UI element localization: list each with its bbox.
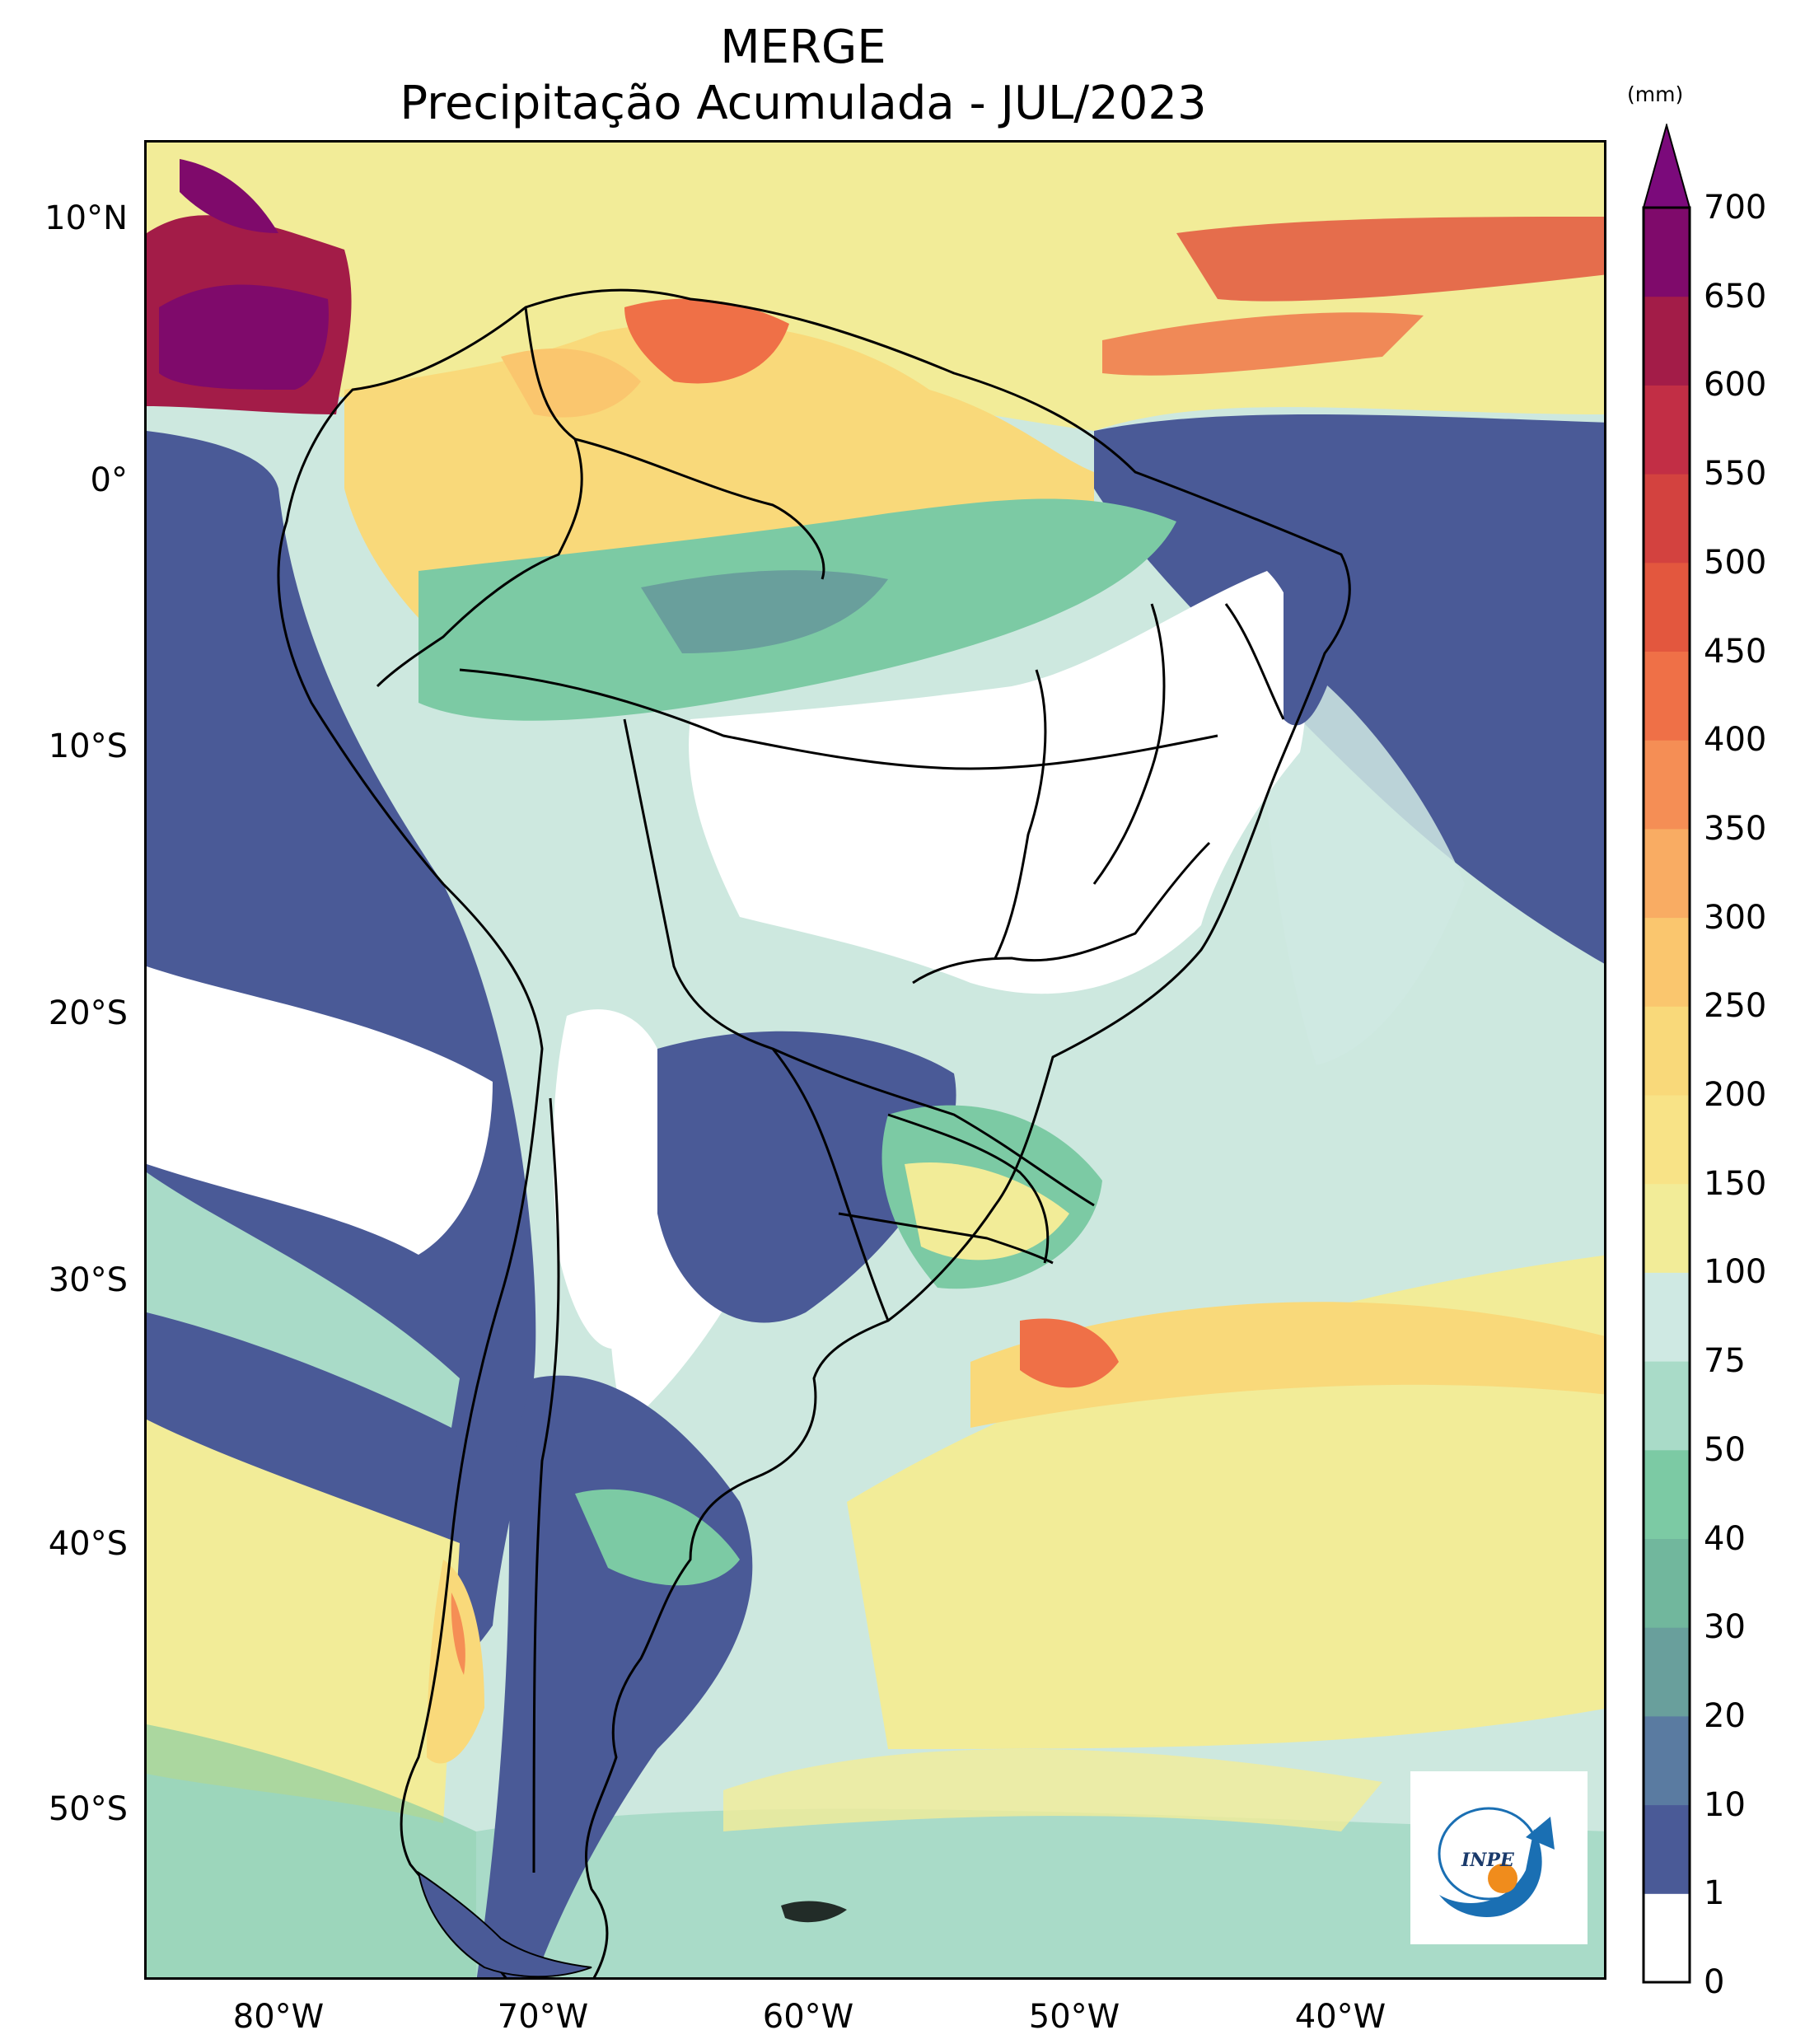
colorbar-tick-label: 550 [1704,455,1767,493]
colorbar-band [1644,1449,1690,1539]
colorbar-band [1644,1095,1690,1185]
lat-tick-label: 10°N [44,199,128,237]
lon-tick-label: 60°W [762,1998,854,2036]
colorbar-tick-label: 350 [1704,809,1767,848]
colorbar-band [1644,651,1690,741]
lat-tick-label: 20°S [48,994,128,1032]
colorbar-band [1644,828,1690,919]
colorbar-tick-label: 450 [1704,632,1767,671]
svg-text:INPE: INPE [1461,1850,1515,1871]
lon-tick-label: 50°W [1028,1998,1120,2036]
colorbar-tick-label: 250 [1704,987,1767,1026]
colorbar-band [1644,208,1690,297]
colorbar-unit: (mm) [1627,82,1684,106]
colorbar-tick-label: 150 [1704,1164,1767,1203]
colorbar-tick-label: 30 [1704,1608,1746,1647]
colorbar-band [1644,1715,1690,1806]
colorbar-tick-label: 50 [1704,1430,1746,1469]
colorbar-tick-label: 400 [1704,721,1767,760]
lon-tick-label: 70°W [497,1998,589,2036]
map-title: MERGE [720,21,886,74]
colorbar-band [1644,917,1690,1007]
colorbar-band [1644,740,1690,830]
colorbar-tick-label: 20 [1704,1696,1746,1735]
colorbar-band [1644,1538,1690,1628]
map-subtitle: Precipitação Acumulada - JUL/2023 [400,77,1207,130]
colorbar-band [1644,1361,1690,1451]
lat-tick-label: 40°S [48,1525,128,1563]
colorbar-tick-label: 1 [1704,1874,1725,1913]
colorbar-band [1644,1183,1690,1273]
lat-tick-label: 30°S [48,1261,128,1299]
colorbar-tick-label: 100 [1704,1253,1767,1292]
colorbar-band [1644,385,1690,475]
colorbar [1642,124,1691,1984]
colorbar-band [1644,1272,1690,1362]
colorbar-tick-label: 300 [1704,898,1767,937]
colorbar-band [1644,296,1690,386]
colorbar-extend-arrow [1642,124,1691,208]
colorbar-tick-label: 650 [1704,277,1767,316]
precipitation-map [144,140,1606,1980]
lon-tick-label: 40°W [1294,1998,1386,2036]
colorbar-tick-label: 75 [1704,1342,1746,1381]
colorbar-tick-label: 0 [1704,1963,1725,2001]
lat-tick-label: 0° [90,461,128,499]
colorbar-tick-label: 700 [1704,189,1767,227]
colorbar-tick-label: 500 [1704,543,1767,582]
colorbar-band [1644,1893,1690,1983]
lat-tick-label: 50°S [48,1790,128,1828]
colorbar-band [1644,1804,1690,1894]
colorbar-band [1644,1627,1690,1717]
colorbar-band [1644,562,1690,652]
colorbar-tick-label: 10 [1704,1785,1746,1824]
lon-tick-label: 80°W [232,1998,325,2036]
colorbar-band [1644,1006,1690,1096]
colorbar-tick-label: 40 [1704,1519,1746,1558]
inpe-logo: INPE [1410,1771,1588,1944]
colorbar-tick-label: 200 [1704,1076,1767,1114]
colorbar-tick-label: 600 [1704,366,1767,405]
precipitation-field [147,143,1604,1977]
inpe-logo-icon: INPE [1438,1807,1555,1918]
lat-tick-label: 10°S [48,727,128,765]
colorbar-band [1644,474,1690,564]
